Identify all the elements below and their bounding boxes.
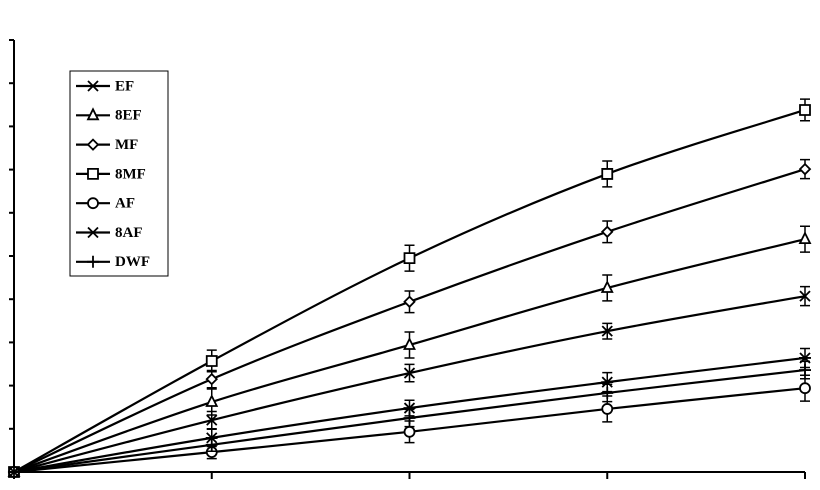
legend-label: MF (115, 137, 138, 153)
marker (600, 225, 614, 239)
legend-label: DWF (115, 254, 150, 270)
marker (403, 402, 416, 414)
marker (87, 197, 99, 210)
marker (87, 168, 99, 180)
marker (403, 425, 416, 438)
marker-shape (403, 252, 416, 265)
marker-shape (87, 255, 99, 268)
marker-shape (601, 386, 614, 399)
marker-shape (798, 231, 812, 245)
marker-shape (799, 364, 811, 377)
legend-label: EF (115, 78, 134, 94)
marker (403, 336, 416, 350)
marker (86, 107, 100, 121)
marker (799, 104, 811, 116)
marker (799, 382, 811, 395)
marker (87, 255, 99, 268)
marker (403, 295, 416, 309)
marker-shape (799, 382, 811, 395)
marker (601, 168, 614, 180)
marker (798, 231, 812, 245)
marker-shape (403, 336, 416, 350)
marker-shape (799, 104, 811, 116)
marker-shape (205, 394, 219, 407)
marker (87, 80, 99, 92)
marker-shape (600, 225, 614, 239)
marker (799, 364, 811, 377)
marker-shape (87, 80, 99, 92)
marker (799, 290, 811, 302)
marker (205, 372, 219, 386)
marker (403, 252, 416, 265)
marker (601, 403, 614, 415)
marker-shape (600, 279, 614, 293)
marker-shape (87, 226, 99, 239)
legend-label: 8AF (115, 225, 143, 241)
marker (798, 162, 812, 176)
marker (403, 412, 416, 424)
marker (601, 386, 614, 399)
marker-shape (206, 414, 218, 426)
marker-shape (86, 138, 100, 151)
marker-shape (798, 162, 812, 176)
marker-shape (601, 376, 614, 388)
marker-shape (403, 425, 416, 438)
legend-label: AF (115, 196, 135, 212)
marker-shape (86, 107, 100, 121)
marker (205, 394, 219, 407)
marker-shape (601, 325, 613, 337)
marker-shape (403, 295, 416, 309)
marker (601, 325, 613, 337)
marker-shape (403, 367, 416, 379)
marker-shape (87, 168, 99, 180)
marker-shape (205, 355, 218, 367)
marker (86, 138, 100, 151)
marker-shape (799, 290, 811, 302)
marker (8, 466, 20, 478)
marker (403, 367, 416, 379)
legend: EF 8EF MF 8MF AF 8AF DWF (69, 70, 169, 277)
marker (87, 226, 99, 239)
marker-shape (205, 372, 219, 386)
marker (205, 355, 218, 367)
marker (600, 279, 614, 293)
marker-shape (403, 402, 416, 414)
marker-shape (601, 403, 614, 415)
marker-shape (205, 438, 218, 451)
marker (601, 376, 614, 388)
marker-shape (8, 466, 20, 478)
marker (206, 414, 218, 426)
marker (205, 438, 218, 451)
marker-shape (403, 412, 416, 424)
marker-shape (601, 168, 614, 180)
legend-label: 8EF (115, 108, 142, 124)
marker-shape (87, 197, 99, 210)
legend-label: 8MF (115, 166, 146, 182)
